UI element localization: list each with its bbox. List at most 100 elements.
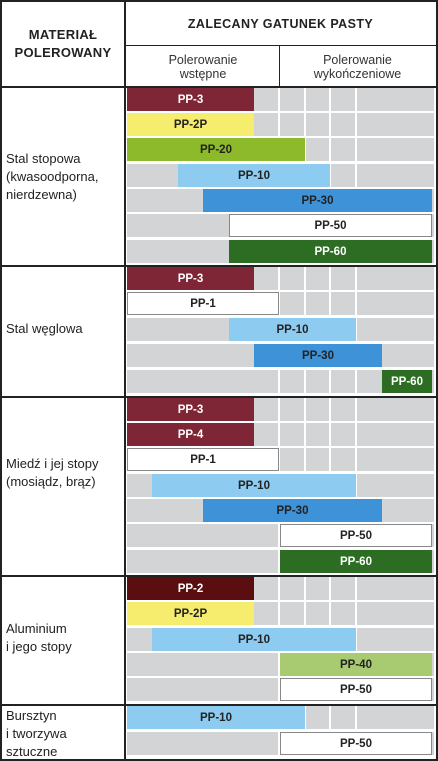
group-divider bbox=[0, 575, 438, 577]
row-split bbox=[355, 423, 357, 446]
material-label-line: i jego stopy bbox=[6, 639, 72, 654]
group-divider bbox=[0, 86, 438, 88]
group-divider bbox=[0, 396, 438, 398]
row-split bbox=[278, 653, 280, 676]
material-header-line2: POLEROWANY bbox=[14, 45, 112, 60]
paste-bar: PP-3 bbox=[127, 267, 254, 290]
row-split bbox=[278, 292, 280, 315]
material-label-line: (kwasoodporna, bbox=[6, 169, 99, 184]
paste-bar: PP-10 bbox=[127, 706, 305, 729]
material-label-line: sztuczne bbox=[6, 744, 58, 759]
row-split bbox=[329, 138, 331, 161]
row-split bbox=[355, 138, 357, 161]
row-split bbox=[329, 292, 331, 315]
row-split bbox=[304, 113, 306, 136]
material-label: Stal węglowa bbox=[6, 320, 124, 338]
material-label: Bursztyn i tworzywa sztuczne bbox=[6, 707, 124, 761]
row-split bbox=[329, 113, 331, 136]
row-split bbox=[278, 398, 280, 421]
paste-bar: PP-30 bbox=[254, 344, 382, 367]
material-label: Stal stopowa (kwasoodporna, nierdzewna) bbox=[6, 150, 124, 204]
material-label-line: Stal stopowa bbox=[6, 151, 81, 166]
row-split bbox=[355, 577, 357, 600]
table-border-bottom bbox=[0, 759, 438, 761]
row-split bbox=[355, 164, 357, 187]
paste-bar: PP-60 bbox=[280, 550, 432, 573]
paste-bar: PP-4 bbox=[127, 423, 254, 446]
row-split bbox=[355, 706, 357, 729]
table-row bbox=[127, 370, 434, 393]
table-border-right bbox=[436, 0, 438, 761]
material-label-line: Miedź i jej stopy bbox=[6, 456, 99, 471]
row-split bbox=[278, 602, 280, 625]
row-split bbox=[355, 448, 357, 471]
column-divider bbox=[124, 0, 126, 761]
row-split bbox=[304, 602, 306, 625]
paste-bar: PP-2P bbox=[127, 602, 254, 625]
row-split bbox=[278, 267, 280, 290]
row-split bbox=[329, 267, 331, 290]
paste-bar: PP-50 bbox=[280, 678, 432, 701]
paste-bar: PP-30 bbox=[203, 499, 382, 522]
finish-polish-line1: Polerowanie bbox=[323, 53, 392, 67]
material-label-line: nierdzewna) bbox=[6, 187, 77, 202]
material-label-line: (mosiądz, brąz) bbox=[6, 474, 96, 489]
row-split bbox=[329, 448, 331, 471]
pre-polish-line1: Polerowanie bbox=[168, 53, 238, 67]
table-border-left bbox=[0, 0, 2, 761]
row-split bbox=[304, 138, 306, 161]
paste-bar: PP-60 bbox=[229, 240, 432, 263]
row-split bbox=[329, 423, 331, 446]
paste-bar: PP-10 bbox=[152, 474, 356, 497]
row-split bbox=[329, 398, 331, 421]
paste-bar: PP-40 bbox=[280, 653, 432, 676]
material-label-line: Bursztyn bbox=[6, 708, 57, 723]
row-split bbox=[355, 292, 357, 315]
row-split bbox=[304, 706, 306, 729]
row-split bbox=[278, 550, 280, 573]
paste-grade-header: ZALECANY GATUNEK PASTY bbox=[187, 17, 374, 31]
row-split bbox=[329, 88, 331, 111]
row-split bbox=[278, 113, 280, 136]
group-divider bbox=[0, 265, 438, 267]
pre-polish-header: Polerowanie wstępne bbox=[127, 48, 279, 86]
paste-bar: PP-2 bbox=[127, 577, 254, 600]
row-split bbox=[278, 370, 280, 393]
table-border-top bbox=[0, 0, 438, 2]
material-header-line1: MATERIAŁ bbox=[28, 27, 98, 42]
row-split bbox=[329, 164, 331, 187]
paste-bar: PP-1 bbox=[127, 448, 279, 471]
row-split bbox=[355, 113, 357, 136]
row-split bbox=[278, 524, 280, 547]
paste-bar: PP-50 bbox=[280, 524, 432, 547]
row-split bbox=[355, 318, 357, 341]
material-label-line: i tworzywa bbox=[6, 726, 67, 741]
material-label-line: Stal węglowa bbox=[6, 321, 83, 336]
material-label: Aluminium i jego stopy bbox=[6, 620, 124, 656]
header-divider bbox=[126, 45, 438, 46]
row-split bbox=[304, 577, 306, 600]
paste-bar: PP-30 bbox=[203, 189, 432, 212]
row-split bbox=[304, 448, 306, 471]
finish-polish-line2: wykończeniowe bbox=[313, 67, 402, 81]
row-split bbox=[278, 423, 280, 446]
row-split bbox=[278, 577, 280, 600]
row-split bbox=[304, 423, 306, 446]
row-split bbox=[304, 370, 306, 393]
row-split bbox=[355, 370, 357, 393]
row-split bbox=[278, 448, 280, 471]
row-split bbox=[329, 706, 331, 729]
material-label: Miedź i jej stopy (mosiądz, brąz) bbox=[6, 455, 124, 491]
subheader-divider bbox=[279, 46, 280, 86]
paste-bar: PP-2P bbox=[127, 113, 254, 136]
row-split bbox=[329, 602, 331, 625]
paste-bar: PP-3 bbox=[127, 398, 254, 421]
row-split bbox=[329, 577, 331, 600]
material-header: MATERIAŁ POLEROWANY bbox=[2, 2, 124, 86]
paste-bar: PP-20 bbox=[127, 138, 305, 161]
row-split bbox=[355, 602, 357, 625]
row-split bbox=[329, 370, 331, 393]
paste-bar: PP-50 bbox=[229, 214, 432, 237]
paste-bar: PP-3 bbox=[127, 88, 254, 111]
